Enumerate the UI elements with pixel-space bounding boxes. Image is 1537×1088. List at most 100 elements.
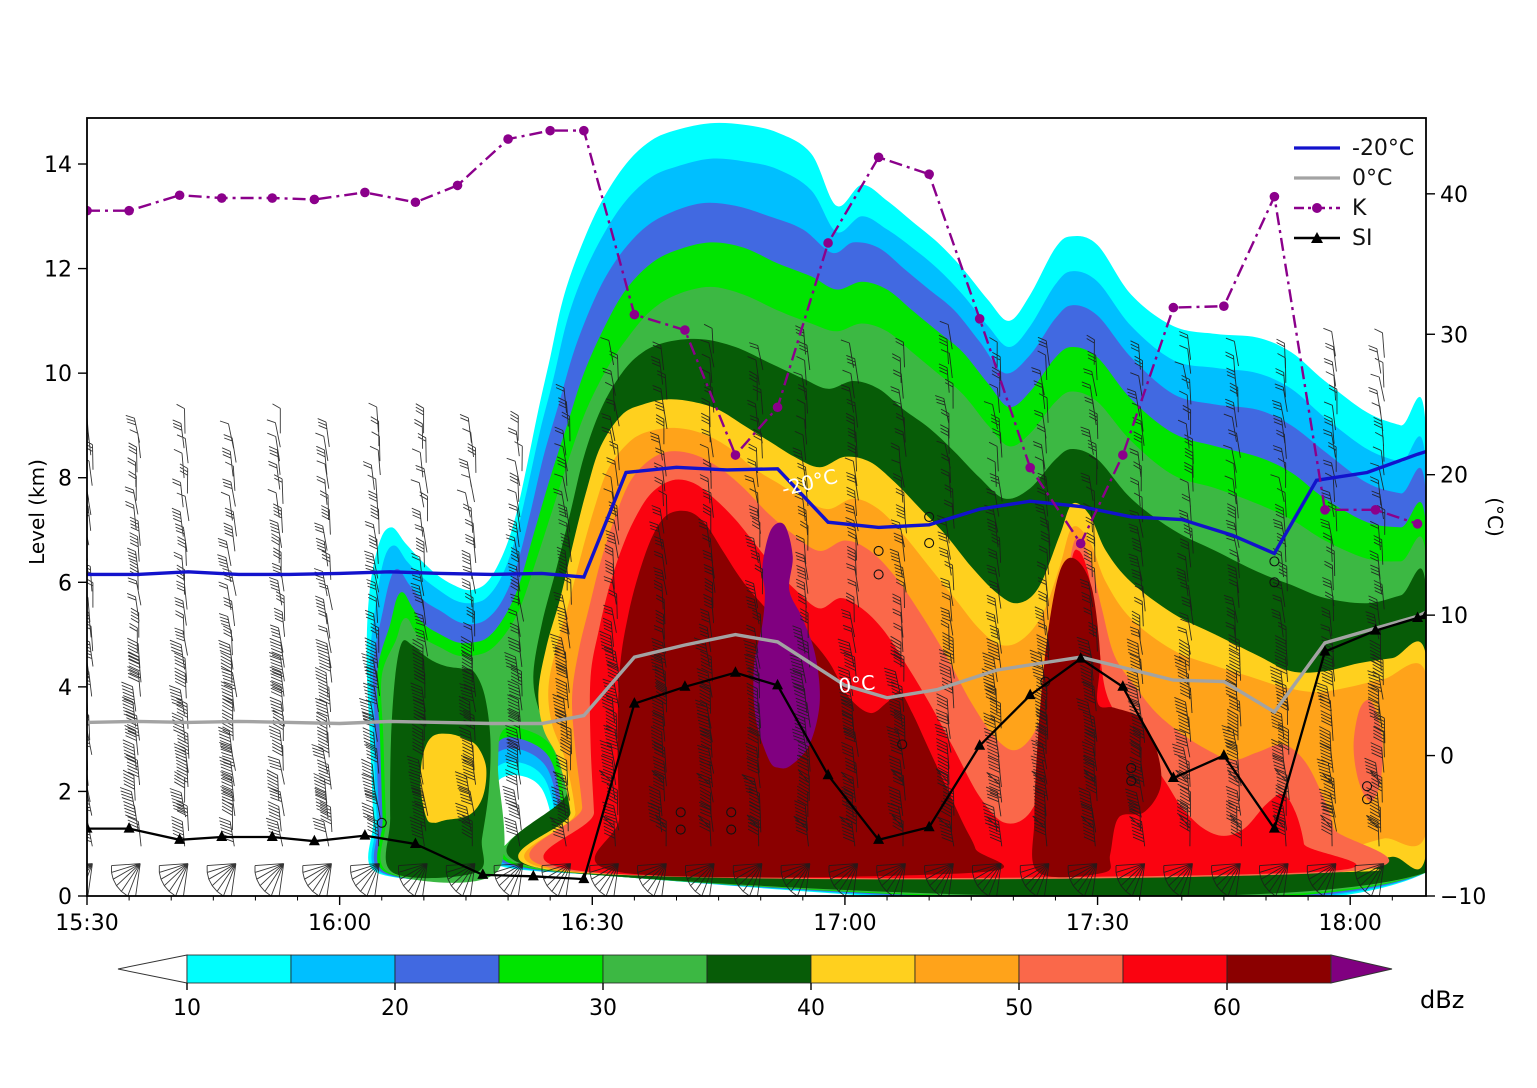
y-left-tick-label: 4 [58,676,72,701]
showalter-marker [578,872,590,884]
colorbar-segment-15 [290,954,396,984]
y-left-tick-label: 0 [58,885,72,910]
colorbar-segment-10 [186,954,292,984]
k-index-marker [1269,191,1280,202]
wind-barb-column [685,323,716,896]
showalter-marker [1369,624,1381,635]
wind-barb-column [780,325,811,896]
contour-inline-label: 0°C [837,670,876,698]
k-index-marker [823,238,833,248]
contour-dbz60 [1032,557,1162,878]
showalter-marker [174,833,186,844]
wind-barb-column [732,342,764,896]
small-circle-marker [726,824,737,835]
small-circle-marker [897,739,908,750]
showalter-marker [308,834,320,846]
showalter-marker [477,868,489,879]
colorbar-segment-55 [1122,954,1228,984]
wind-barb-column [589,337,620,896]
small-circle-marker [675,807,686,818]
small-circle-marker [924,538,935,549]
showalter-marker [974,739,986,750]
k-index-marker [629,309,640,320]
y-right-tick-label: 10 [1440,604,1468,629]
wind-barb-column [87,414,94,896]
wind-barb-column [111,414,142,896]
circle-markers [376,511,1373,835]
plot-frame [86,117,1427,897]
colorbar-tick-label: 10 [173,996,201,1021]
small-circle-marker [1362,781,1373,792]
showalter-marker [1420,608,1426,620]
k-index-marker [545,125,555,136]
legend-sample-line [1294,232,1340,243]
x-tick-label: 16:30 [561,911,624,936]
legend-item-si: SI [1292,223,1414,253]
small-circle-marker [1362,794,1373,805]
y-left-tick-label: 6 [58,571,72,596]
wind-barb-column [1019,336,1051,896]
line-series [87,125,1426,884]
showalter-marker [923,820,935,832]
legend: -20°C 0°C K SI [1292,133,1414,253]
k-index-marker [924,169,934,179]
x-tick-label: 18:00 [1319,911,1382,936]
k-index-marker [680,325,690,335]
wind-barb-column [493,410,525,896]
small-circle-marker [924,511,935,522]
k-index-marker [174,190,185,201]
colorbar-segment-35 [706,954,812,984]
wind-barb-column [445,413,477,896]
wind-barb-column [302,418,333,896]
k-index-line [87,129,1418,546]
legend-sample-line [1294,176,1340,180]
showalter-marker [729,666,741,677]
colorbar-segment-50 [1018,954,1124,984]
small-circle-marker [726,807,737,818]
contour-dbz50 [1353,700,1383,802]
k-index-marker [1370,505,1381,515]
colorbar-segment-60 [1226,954,1332,984]
wind-barb-column [1259,338,1290,896]
colorbar-segment-25 [498,954,604,984]
y-right-tick-label: 0 [1440,745,1454,770]
k-index-marker [1412,519,1423,529]
showalter-marker [1268,822,1280,833]
colorbar-tick-label: 50 [1005,996,1033,1021]
wind-barb-column [350,402,381,896]
showalter-marker [87,822,93,833]
showalter-marker [527,869,539,881]
showalter-marker [822,768,834,780]
legend-item-k: K [1292,193,1414,223]
legend-sample-line [1294,146,1340,150]
k-index-marker [1118,450,1128,460]
wind-barb-column [637,341,668,896]
k-index-marker [1025,462,1035,473]
wind-barb-column [828,339,860,896]
showalter-marker [1319,645,1331,656]
legend-label: 0°C [1352,165,1393,191]
colorbar-tick-label: 60 [1213,996,1241,1021]
legend-label: -20°C [1352,135,1415,161]
showalter-marker [409,837,421,849]
showalter-marker [266,830,278,842]
k-index-marker [410,197,421,208]
wind-barb-column [541,383,573,896]
k-index-marker [503,134,513,144]
axis-ticks [78,163,1435,905]
k-index-marker [87,205,92,216]
y-left-tick-label: 14 [44,153,72,178]
colorbar-tick-label: 40 [797,996,825,1021]
k-index-marker [1219,301,1229,311]
wind-barb-column [398,403,429,896]
showalter-marker [359,829,371,840]
k-index-marker [1075,538,1086,549]
k-index-marker [216,193,227,203]
small-circle-marker [376,817,387,828]
x-tick-label: 16:00 [308,911,371,936]
k-index-marker [452,180,463,191]
colorbar-unit-label: dBz [1420,986,1465,1014]
minus20C-line [87,449,1426,579]
